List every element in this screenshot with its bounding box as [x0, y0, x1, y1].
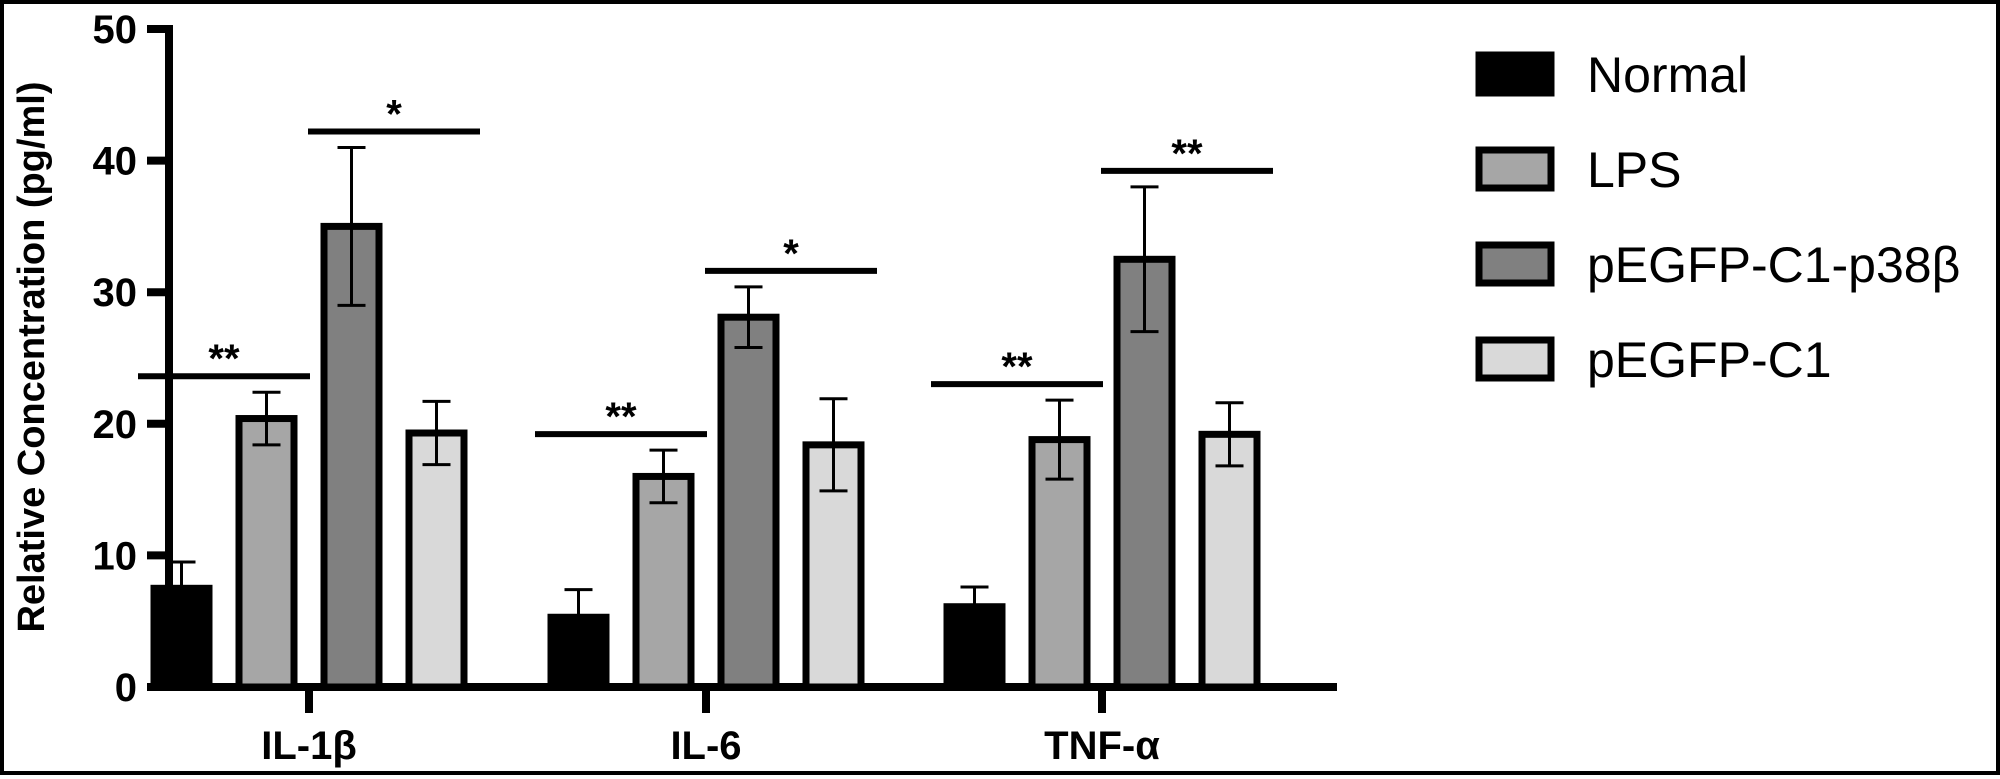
legend-label: LPS — [1587, 142, 1682, 198]
x-tick-label: IL-1β — [261, 724, 357, 768]
legend-swatch — [1475, 241, 1555, 287]
y-tick-label: 10 — [93, 534, 138, 578]
y-tick-label: 50 — [93, 8, 138, 52]
y-axis: 0 10 20 30 40 50 — [93, 8, 173, 710]
significance-label: ** — [208, 337, 240, 381]
y-tick-label: 20 — [93, 403, 138, 447]
significance-label: * — [386, 92, 402, 136]
x-tick-label: IL-6 — [670, 724, 741, 768]
significance-label: ** — [605, 395, 637, 439]
bars — [150, 222, 1261, 691]
bar — [235, 415, 298, 691]
x-tick-label: TNF-α — [1044, 724, 1160, 768]
legend-swatch — [1475, 146, 1555, 192]
bar — [717, 313, 780, 691]
significance-markers: ********** — [138, 92, 1273, 439]
y-axis-label: Relative Concentration (pg/ml) — [11, 81, 53, 632]
legend-label: pEGFP-C1 — [1587, 332, 1832, 388]
legend-swatch — [1475, 336, 1555, 382]
legend-label: Normal — [1587, 47, 1748, 103]
bar — [1198, 430, 1261, 691]
significance-label: * — [783, 232, 799, 276]
y-tick-label: 40 — [93, 140, 138, 184]
legend-label: pEGFP-C1-p38β — [1587, 237, 1960, 293]
y-tick-label: 0 — [115, 666, 137, 710]
significance-label: ** — [1171, 132, 1203, 176]
legend: Normal LPS pEGFP-C1-p38β pEGFP-C1 — [1475, 47, 1960, 388]
x-axis: IL-1β IL-6 TNF-α — [165, 683, 1337, 768]
significance-label: ** — [1001, 345, 1033, 389]
y-tick-label: 30 — [93, 271, 138, 315]
legend-swatch — [1475, 51, 1555, 97]
error-bars — [167, 145, 1244, 647]
bar — [405, 429, 468, 691]
bar — [632, 472, 695, 691]
